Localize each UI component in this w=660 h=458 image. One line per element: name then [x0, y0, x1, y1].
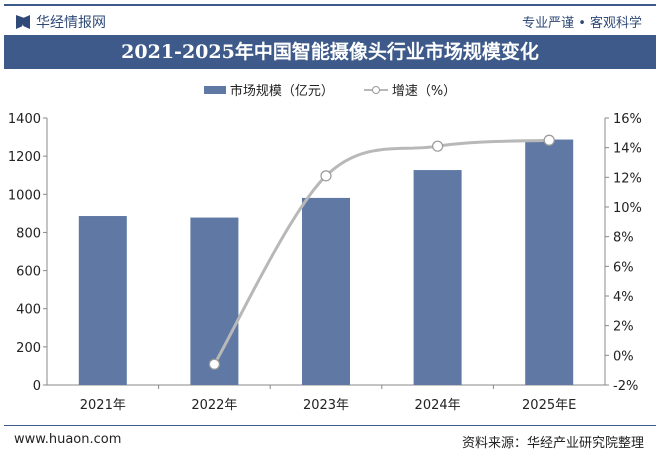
growth-point — [208, 358, 220, 370]
line-swatch-icon — [363, 85, 388, 94]
left-tick-label: 1400 — [8, 112, 41, 127]
right-tick-label: 10% — [613, 201, 642, 216]
right-tick-label: 2% — [613, 320, 634, 335]
bar-swatch-icon — [203, 85, 226, 94]
x-tick-label: 2024年 — [415, 398, 461, 413]
footer-site: www.huaon.com — [14, 432, 122, 447]
left-tick-label: 200 — [16, 341, 41, 356]
right-tick-label: 14% — [613, 142, 642, 157]
brand-name: 华经情报网 — [36, 15, 106, 31]
legend: 市场规模（亿元） 增速（%） — [0, 80, 660, 99]
right-tick-label: 12% — [613, 171, 642, 186]
top-line — [4, 4, 656, 6]
bar-2023年 — [302, 197, 350, 385]
left-tick-label: 1200 — [8, 150, 41, 165]
growth-point — [543, 134, 555, 146]
left-tick-label: 400 — [16, 303, 41, 318]
chart-title: 2021-2025年中国智能摄像头行业市场规模变化 — [4, 35, 656, 69]
bar-2022年 — [190, 217, 239, 385]
left-tick-label: 0 — [33, 379, 41, 394]
bar-2021年 — [78, 216, 127, 385]
legend-line: 增速（%） — [363, 80, 457, 99]
bar-2025年E — [525, 139, 574, 385]
brand: 华经情报网 — [16, 12, 106, 32]
legend-bar: 市场规模（亿元） — [203, 80, 334, 99]
growth-line — [213, 138, 550, 365]
right-tick-label: 4% — [613, 290, 634, 305]
footer-line — [4, 425, 656, 426]
right-tick-label: 6% — [613, 260, 634, 275]
right-tick-label: 16% — [613, 112, 642, 127]
growth-point — [432, 140, 444, 152]
right-tick-label: -2% — [613, 379, 638, 394]
left-tick-label: 600 — [16, 265, 41, 280]
right-tick-label: 8% — [613, 231, 634, 246]
legend-bar-label: 市场规模（亿元） — [229, 84, 334, 99]
bar-2024年 — [413, 170, 462, 385]
growth-point — [320, 170, 332, 182]
left-tick-label: 1000 — [8, 188, 41, 203]
left-tick-label: 800 — [16, 226, 41, 241]
right-tick-label: 0% — [613, 349, 634, 364]
x-tick-label: 2025年E — [522, 398, 576, 413]
footer-source: 资料来源：华经产业研究院整理 — [461, 436, 644, 451]
x-tick-label: 2023年 — [303, 398, 349, 413]
x-tick-label: 2021年 — [80, 398, 126, 413]
x-tick-label: 2022年 — [191, 398, 237, 413]
slogan: 专业严谨 • 客观科学 — [522, 16, 642, 31]
legend-line-label: 增速（%） — [391, 84, 457, 99]
logo-icon — [16, 15, 30, 29]
